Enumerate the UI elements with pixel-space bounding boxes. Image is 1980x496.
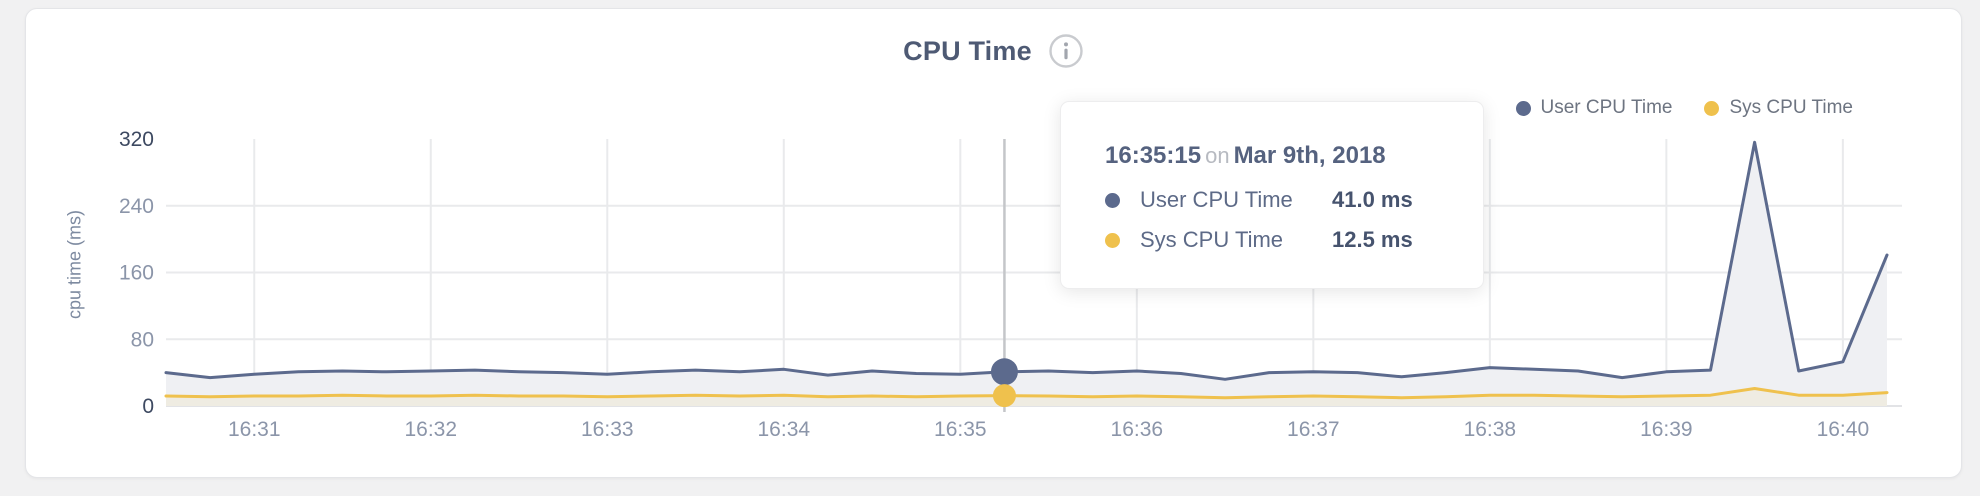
x-tick-label: 16:31 (228, 418, 281, 441)
y-tick-label: 240 (119, 195, 154, 218)
tooltip-date: Mar 9th, 2018 (1233, 142, 1386, 169)
y-tick-label: 320 (119, 128, 154, 151)
x-tick-label: 16:34 (758, 418, 811, 441)
x-tick-label: 16:38 (1464, 418, 1517, 441)
tooltip-header: 16:35:15 on Mar 9th, 2018 (1105, 142, 1447, 170)
x-tick-label: 16:32 (404, 418, 457, 441)
y-tick-label: 0 (142, 395, 154, 418)
legend-dot-user (1515, 100, 1531, 116)
cpu-time-chart-plot[interactable]: 16:31 16:32 16:33 16:34 16:35 16:36 16:37 16:38… (26, 9, 1963, 479)
chart-header: CPU Time (26, 33, 1961, 69)
x-tick-label: 16:35 (934, 418, 987, 441)
tooltip-label-user: User CPU Time (1140, 187, 1293, 212)
legend-label-user: User CPU Time (1540, 97, 1673, 118)
y-tick-label: 160 (119, 262, 154, 285)
legend-item-user-cpu-time[interactable]: User CPU Time (1515, 97, 1673, 119)
x-tick-label: 16:40 (1817, 418, 1870, 441)
cpu-time-chart-card: CPU Time User CPU Time Sys CPU Time 16:3… (25, 8, 1962, 478)
x-tick-label: 16:37 (1287, 418, 1340, 441)
legend-label-sys: Sys CPU Time (1729, 97, 1853, 118)
tooltip-value-sys: 12.5 ms (1332, 227, 1413, 252)
legend-dot-sys (1704, 100, 1720, 116)
tooltip-value-user: 41.0 ms (1332, 187, 1413, 212)
tooltip-row-sys: Sys CPU Time 12.5 ms (1105, 220, 1447, 260)
chart-tooltip: 16:35:15 on Mar 9th, 2018 User CPU Time 41… (1060, 101, 1484, 289)
x-tick-label: 16:33 (581, 418, 634, 441)
legend-item-sys-cpu-time[interactable]: Sys CPU Time (1704, 97, 1853, 119)
tooltip-dot-user (1105, 192, 1120, 208)
chart-legend: User CPU Time Sys CPU Time (1515, 97, 1853, 119)
chart-title: CPU Time (903, 35, 1032, 66)
x-tick-label: 16:36 (1111, 418, 1164, 441)
info-icon[interactable] (1048, 33, 1084, 69)
x-tick-label: 16:39 (1640, 418, 1693, 441)
tooltip-row-user: User CPU Time 41.0 ms (1105, 180, 1447, 220)
tooltip-label-sys: Sys CPU Time (1140, 227, 1284, 252)
y-tick-label: 80 (131, 328, 154, 351)
tooltip-time: 16:35:15 (1105, 142, 1202, 169)
tooltip-dot-sys (1105, 232, 1120, 248)
y-axis-title: cpu time (ms) (64, 210, 85, 320)
tooltip-connector: on (1205, 143, 1230, 168)
